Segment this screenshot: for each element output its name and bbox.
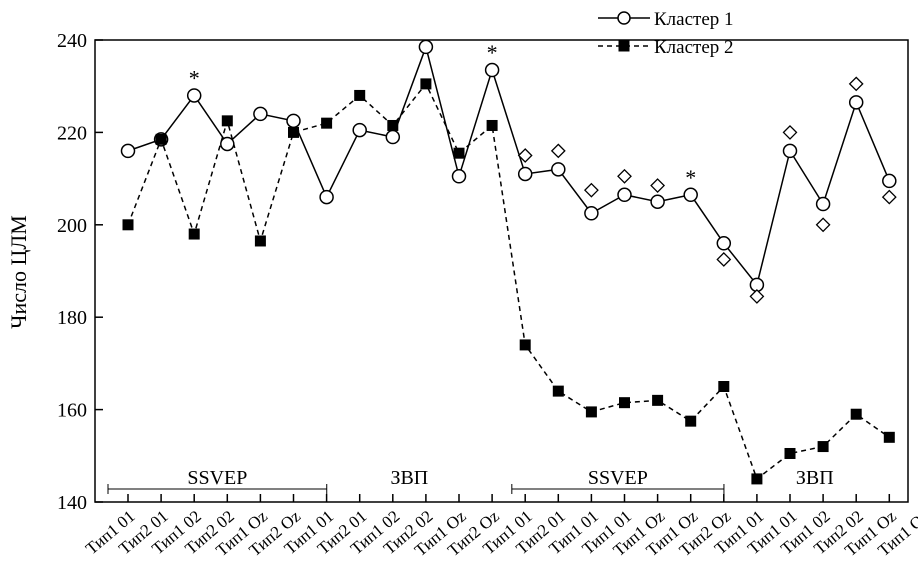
group-label: ЗВП (796, 467, 834, 489)
cluster-2-point (188, 228, 200, 240)
cluster-1-point (253, 106, 268, 122)
legend-label: Кластер 1 (654, 9, 734, 30)
series-cluster-1-line (127, 44, 890, 287)
cluster-1-point (882, 173, 897, 189)
diamond-marker (848, 76, 864, 92)
cluster-2-point (519, 339, 531, 351)
y-tick-label: 240 (57, 30, 87, 52)
series-layer: * * * (120, 39, 897, 485)
diamond-marker (650, 178, 666, 193)
diamond-marker (583, 182, 599, 198)
cluster-2-point (751, 473, 763, 485)
cluster-2-point (221, 115, 233, 127)
cluster-1-point (551, 162, 566, 177)
diamond-marker (881, 189, 897, 205)
legend: Кластер 1 Кластер 2 (598, 9, 734, 58)
plot-frame (94, 39, 909, 503)
cluster-1-point (451, 169, 467, 184)
cluster-1-point (815, 196, 831, 212)
cluster-2-point (122, 219, 134, 231)
legend-marker-circle (617, 11, 631, 25)
group-label: ЗВП (390, 467, 428, 489)
significance-star: * (189, 65, 200, 90)
y-tick-label: 140 (57, 492, 87, 514)
diamond-marker (782, 124, 798, 140)
cluster-2-point (817, 441, 829, 453)
cluster-1-point (319, 189, 334, 205)
cluster-1-point (120, 143, 136, 159)
cluster-2-point (784, 447, 796, 459)
cluster-1-point (782, 143, 798, 159)
cluster-1-point (683, 187, 698, 203)
y-axis-title: Число ЦЛМ (6, 215, 31, 329)
cluster-2-point (619, 397, 630, 409)
diamond-marker (617, 168, 632, 184)
group-label: SSVEP (187, 467, 247, 489)
significance-star: * (685, 165, 696, 190)
diamond-marker (815, 217, 831, 233)
y-tick-label: 160 (57, 400, 87, 422)
cluster-2-point (354, 89, 366, 101)
cluster-1-point (848, 95, 864, 110)
cluster-1-point (517, 166, 533, 182)
cluster-1-point (617, 187, 632, 203)
cluster-2-point (321, 117, 333, 129)
cluster-2-point (420, 78, 432, 90)
cluster-1-point (484, 62, 500, 78)
cluster-1-point (220, 136, 235, 152)
group-label: SSVEP (588, 467, 648, 489)
y-tick-label: 200 (57, 215, 87, 237)
cluster-2-point (685, 415, 697, 427)
cluster-2-point (254, 235, 266, 247)
series-cluster-2-line (127, 82, 890, 481)
y-tick-label: 220 (57, 122, 87, 144)
cluster-1-point (385, 129, 401, 145)
significance-star: * (487, 40, 498, 65)
diamond-marker (550, 143, 566, 159)
cluster-1-point (418, 39, 434, 55)
cluster-1-point (584, 206, 599, 221)
diamond-marker (749, 288, 765, 304)
cluster-1-point (650, 194, 665, 209)
cluster-1-point (352, 122, 367, 138)
cluster-2-point (552, 385, 564, 397)
cluster-2-point (486, 119, 498, 131)
cluster-2-point (883, 431, 895, 443)
group-labels: SSVEP ЗВП SSVEP ЗВП (107, 467, 834, 494)
cluster-2-point (453, 147, 465, 159)
diamond-marker (716, 252, 732, 267)
cluster-2-point (288, 126, 299, 138)
cluster-1-point (186, 88, 202, 103)
cluster-2-point (387, 119, 399, 131)
legend-marker-square (618, 40, 630, 52)
y-tick-label: 180 (57, 307, 87, 329)
cluster-2-point (718, 381, 730, 392)
cluster-2-point (850, 408, 862, 420)
diamond-marker (517, 148, 533, 163)
cluster-2-point (585, 406, 597, 418)
legend-label: Кластер 2 (654, 37, 734, 58)
cluster-1-point (716, 236, 732, 251)
cluster-1-point (286, 113, 301, 129)
cluster-2-point (155, 133, 167, 145)
cluster-2-point (652, 394, 664, 406)
